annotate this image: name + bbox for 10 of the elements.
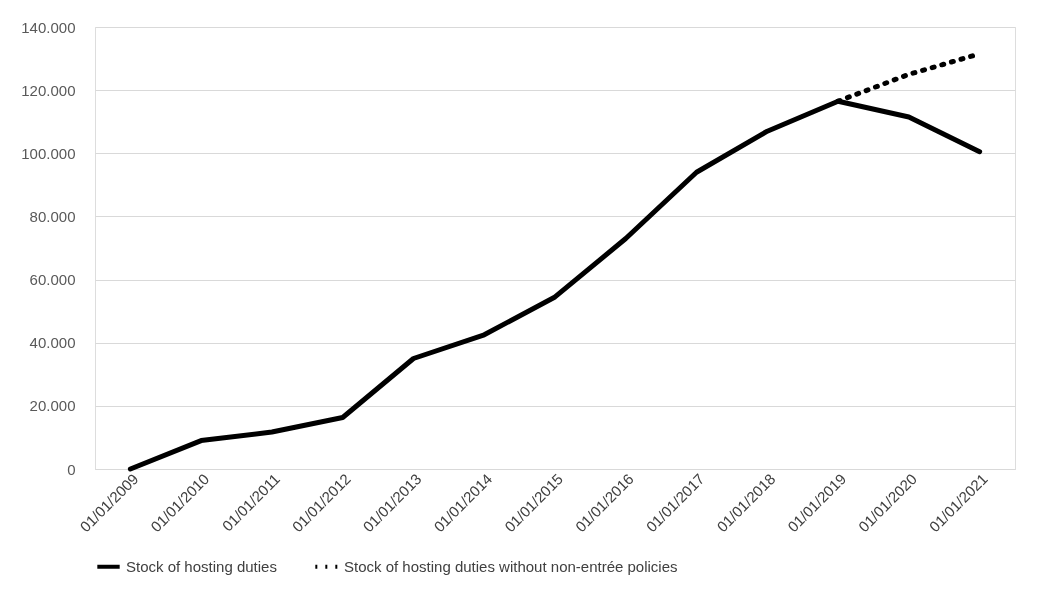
y-tick-label: 20.000 bbox=[29, 397, 76, 415]
y-tick-label: 140.000 bbox=[21, 18, 76, 36]
y-tick-label: 120.000 bbox=[21, 81, 76, 99]
legend-label: Stock of hosting duties bbox=[126, 557, 277, 575]
y-tick-label: 40.000 bbox=[29, 334, 76, 352]
y-tick-label: 100.000 bbox=[21, 144, 76, 162]
y-tick-label: 80.000 bbox=[29, 207, 76, 225]
legend-label: Stock of hosting duties without non-entrée policies bbox=[344, 557, 678, 575]
y-tick-label: 60.000 bbox=[29, 271, 76, 289]
y-tick-label: 0 bbox=[67, 460, 76, 478]
